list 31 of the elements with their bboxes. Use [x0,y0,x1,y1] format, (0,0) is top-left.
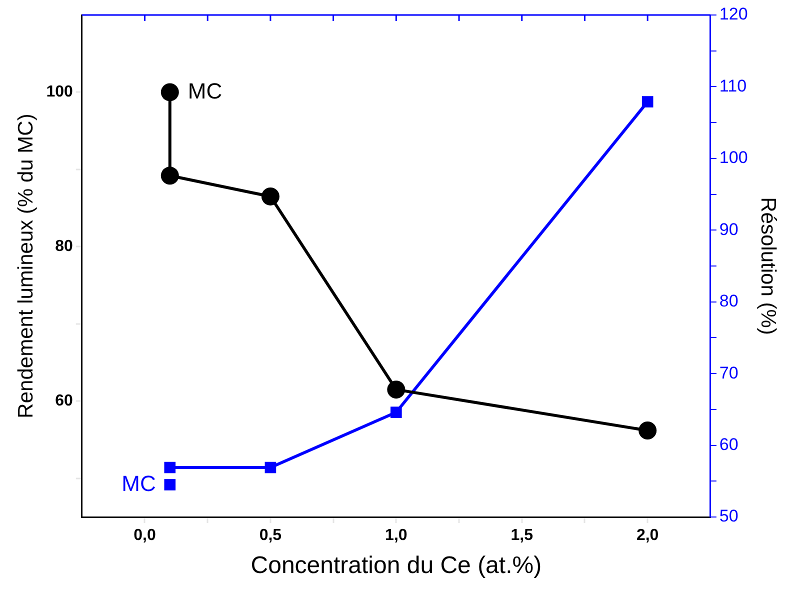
point [160,166,179,185]
y2-tick-label: 50 [719,506,738,526]
y2-tick-label: 100 [719,148,748,168]
x-tick-label: 0,5 [259,527,282,544]
x-tick-label: 0,0 [134,527,156,544]
x-tick-label: 1,5 [510,527,534,544]
point [390,406,402,418]
y2-tick-label: 110 [719,76,747,96]
y2-tick-label: 60 [719,434,738,454]
y-tick-label: 80 [55,238,73,256]
point [160,83,179,102]
point [387,380,406,399]
y2-tick-label: 90 [719,220,738,239]
x-tick-label: 2,0 [636,527,659,544]
series-label: MC [122,470,156,496]
y2-tick-label: 120 [719,4,748,24]
x-tick-label: 1,0 [385,527,408,544]
point [164,479,176,490]
annotation: MC [188,78,222,104]
y-tick-label: 60 [55,392,73,410]
point [261,187,280,206]
x-axis-title: Concentration du Ce (at.%) [250,552,542,580]
y-axis-title: Rendement lumineux (% du MC) [14,114,38,418]
y2-tick-label: 80 [719,292,738,311]
y-tick-label: 100 [46,84,73,101]
point [164,462,176,474]
y2-tick-label: 70 [719,363,738,382]
y2-axis-title: Résolution (%) [756,197,780,335]
point [638,422,657,440]
point [642,96,654,108]
point [264,462,276,474]
